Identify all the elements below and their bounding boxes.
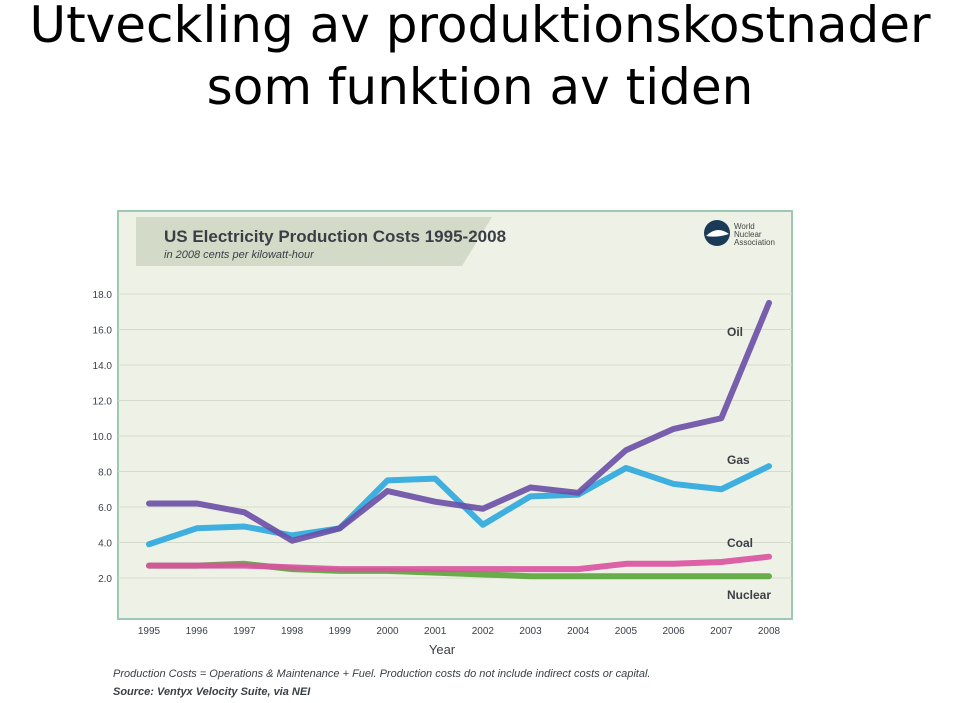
y-tick-label: 18.0 bbox=[93, 290, 113, 301]
x-tick-label: 2000 bbox=[376, 626, 399, 637]
x-axis-ticks: 1995 1996 1997 1998 1999 2000 2001 2002 2003 2004… bbox=[138, 626, 781, 637]
y-tick-label: 10.0 bbox=[93, 432, 113, 443]
slide-title-line2: som funktion av tiden bbox=[206, 58, 754, 116]
series-label-oil: Oil bbox=[727, 325, 743, 339]
y-tick-label: 8.0 bbox=[98, 468, 112, 479]
y-tick-label: 2.0 bbox=[98, 574, 112, 585]
logo-line1: World bbox=[734, 222, 755, 231]
y-tick-label: 16.0 bbox=[93, 326, 113, 337]
series-line-oil bbox=[146, 299, 772, 544]
y-tick-label: 6.0 bbox=[98, 503, 112, 514]
logo-line2: Nuclear bbox=[734, 230, 762, 239]
x-tick-label: 1998 bbox=[281, 626, 304, 637]
x-tick-label: 2001 bbox=[424, 626, 447, 637]
slide-title: Utveckling av produktionskostnader som f… bbox=[0, 0, 960, 118]
x-tick-label: 2005 bbox=[615, 626, 638, 637]
x-axis-label: Year bbox=[429, 642, 456, 657]
slide-title-line1: Utveckling av produktionskostnader bbox=[29, 0, 931, 54]
x-tick-label: 2006 bbox=[662, 626, 685, 637]
title-banner bbox=[136, 217, 492, 266]
logo-line3: Association bbox=[734, 238, 775, 247]
y-tick-label: 12.0 bbox=[93, 397, 113, 408]
series-label-nuclear: Nuclear bbox=[727, 588, 771, 602]
source-note: Source: Ventyx Velocity Suite, via NEI bbox=[113, 686, 311, 698]
x-tick-label: 1999 bbox=[329, 626, 352, 637]
logo-swoosh-icon bbox=[706, 229, 729, 237]
x-tick-label: 2002 bbox=[472, 626, 495, 637]
series-labels: Oil Gas Coal Nuclear bbox=[727, 325, 771, 602]
x-tick-label: 1996 bbox=[186, 626, 209, 637]
x-tick-label: 2004 bbox=[567, 626, 590, 637]
x-tick-label: 2003 bbox=[519, 626, 542, 637]
x-tick-label: 2007 bbox=[710, 626, 733, 637]
y-axis-ticks: 2.0 4.0 6.0 8.0 10.0 12.0 14.0 16.0 18.0 bbox=[93, 290, 113, 585]
series-line-coal bbox=[146, 553, 772, 573]
plot-panel bbox=[117, 210, 793, 620]
y-tick-label: 4.0 bbox=[98, 539, 112, 550]
series-label-gas: Gas bbox=[727, 453, 750, 467]
x-tick-label: 1995 bbox=[138, 626, 161, 637]
series-line-gas bbox=[146, 463, 772, 548]
series-label-coal: Coal bbox=[727, 536, 753, 550]
chart-subtitle: in 2008 cents per kilowatt-hour bbox=[164, 249, 315, 261]
series-lines bbox=[146, 299, 772, 580]
footnote: Production Costs = Operations & Maintena… bbox=[113, 668, 650, 680]
x-tick-label: 2008 bbox=[758, 626, 781, 637]
y-tick-label: 14.0 bbox=[93, 361, 113, 372]
x-tick-label: 1997 bbox=[233, 626, 256, 637]
wna-logo: World Nuclear Association bbox=[704, 220, 775, 247]
chart-title: US Electricity Production Costs 1995-200… bbox=[164, 227, 506, 246]
